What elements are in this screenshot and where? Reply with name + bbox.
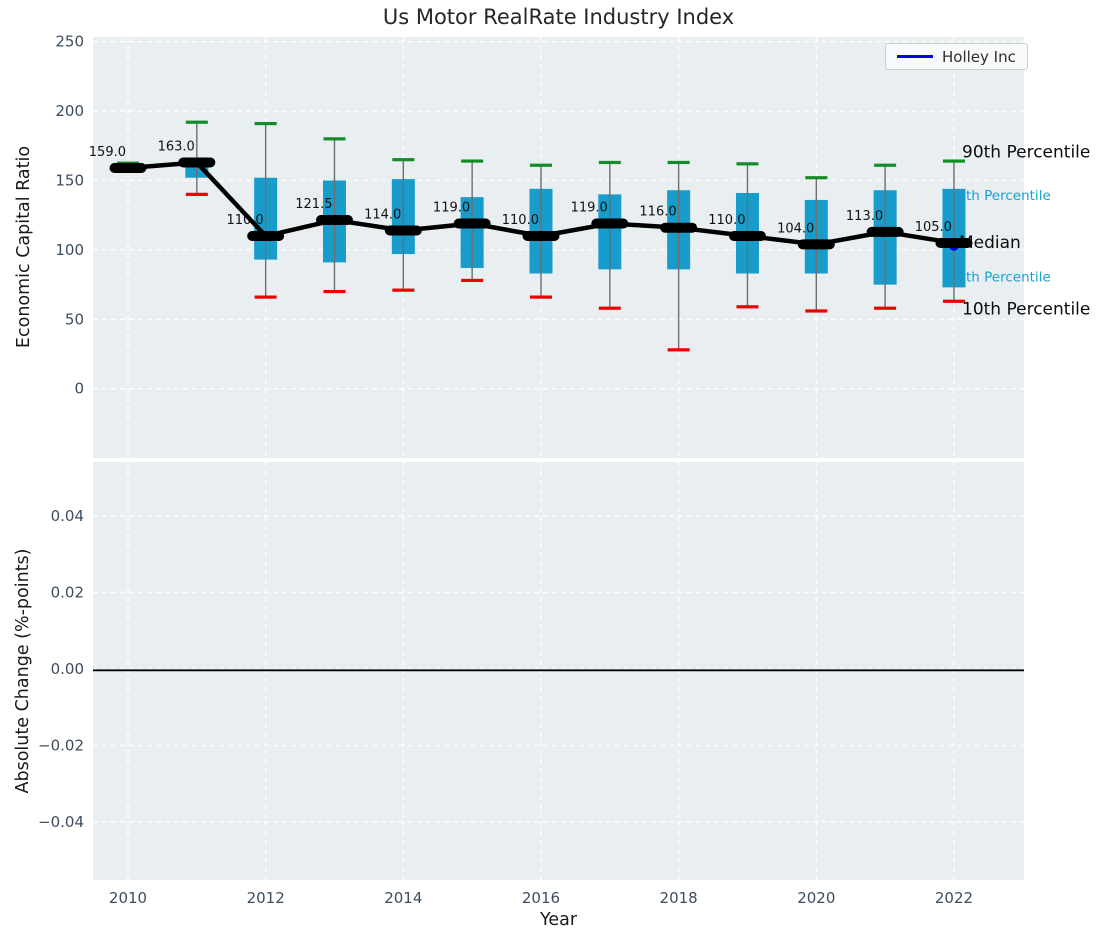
top-panel-background [93, 37, 1024, 458]
y-tick-label-bottom: 0.04 [51, 507, 84, 525]
x-tick-label: 2016 [522, 889, 560, 907]
90th-percentile-label: 90th Percentile [962, 143, 1090, 163]
p90-cap-2017 [598, 160, 621, 165]
y-axis-label-top: Economic Capital Ratio [14, 145, 34, 349]
median-value-label-2010: 159.0 [89, 145, 126, 160]
p10-cap-2021 [874, 306, 897, 310]
chart-title: Us Motor RealRate Industry Index [382, 5, 735, 29]
p90-cap-2011 [185, 120, 208, 124]
median-value-label-2014: 114.0 [364, 207, 401, 222]
10th-percentile-label: 10th Percentile [962, 300, 1090, 320]
y-tick-label-bottom: 0.00 [51, 660, 84, 678]
median-value-label-2017: 119.0 [571, 201, 608, 216]
y-tick-label-top: 0 [74, 380, 84, 398]
median-marker-2022 [935, 237, 973, 248]
y-tick-label-top: 50 [65, 310, 84, 328]
p90-cap-2022 [942, 159, 965, 163]
x-tick-label: 2010 [109, 889, 147, 907]
p10-cap-2016 [529, 295, 552, 299]
p90-cap-2013 [323, 137, 346, 141]
median-label: Median [959, 233, 1021, 253]
p90-cap-2020 [805, 176, 828, 180]
median-marker-2010 [109, 163, 147, 174]
median-value-label-2013: 121.5 [295, 197, 332, 212]
p90-cap-2014 [392, 158, 415, 162]
p90-cap-2012 [254, 121, 277, 126]
median-marker-2012 [247, 231, 285, 242]
p10-cap-2019 [736, 305, 759, 309]
p90-cap-2016 [529, 163, 552, 167]
p10-cap-2011 [185, 192, 208, 196]
legend: Holley Inc [885, 43, 1028, 70]
p90-cap-2019 [736, 162, 759, 166]
y-tick-label-top: 150 [55, 172, 84, 190]
x-tick-label: 2012 [247, 889, 285, 907]
median-value-label-2011: 163.0 [158, 139, 195, 154]
p90-cap-2015 [461, 159, 484, 163]
median-marker-2014 [384, 225, 422, 236]
p10-cap-2014 [392, 288, 415, 292]
median-marker-2016 [522, 231, 560, 242]
p10-cap-2015 [461, 278, 484, 283]
y-axis-label-bottom: Absolute Change (%-points) [13, 548, 33, 794]
median-marker-2015 [453, 218, 491, 229]
median-marker-2013 [315, 215, 353, 226]
x-tick-label: 2020 [797, 889, 835, 907]
x-tick-label: 2014 [384, 889, 422, 907]
25th-percentile-label: th Percentile [966, 270, 1051, 286]
legend-line-sample [897, 55, 933, 58]
p90-cap-2018 [667, 160, 690, 165]
p90-cap-2021 [874, 163, 897, 167]
legend-label: Holley Inc [942, 47, 1016, 66]
75th-percentile-label: th Percentile [966, 188, 1051, 204]
p10-cap-2022 [942, 299, 965, 303]
median-value-label-2020: 104.0 [777, 221, 814, 236]
p10-cap-2018 [667, 348, 690, 352]
x-tick-label: 2022 [935, 889, 973, 907]
median-value-label-2021: 113.0 [846, 209, 883, 224]
median-value-label-2018: 116.0 [639, 205, 676, 220]
y-tick-label-bottom: −0.04 [38, 813, 84, 831]
p10-cap-2012 [254, 295, 277, 299]
x-axis-label: Year [539, 910, 578, 930]
median-marker-2018 [660, 222, 698, 233]
median-value-label-2015: 119.0 [433, 201, 470, 216]
y-tick-label-top: 200 [55, 102, 84, 120]
p10-cap-2017 [598, 306, 621, 310]
median-value-label-2022: 105.0 [915, 220, 952, 235]
p10-cap-2013 [323, 289, 346, 294]
median-marker-2020 [797, 239, 835, 250]
y-tick-label-top: 250 [55, 33, 84, 51]
y-tick-label-top: 100 [55, 241, 84, 259]
median-value-label-2016: 110.0 [502, 213, 539, 228]
x-tick-label: 2018 [660, 889, 698, 907]
median-marker-2019 [728, 231, 766, 242]
y-tick-label-bottom: −0.02 [38, 737, 84, 755]
y-tick-label-bottom: 0.02 [51, 584, 84, 602]
median-marker-2021 [866, 226, 904, 237]
median-marker-2017 [591, 218, 629, 229]
median-marker-2011 [178, 157, 216, 168]
median-value-label-2019: 110.0 [708, 213, 745, 228]
p10-cap-2020 [805, 309, 828, 313]
